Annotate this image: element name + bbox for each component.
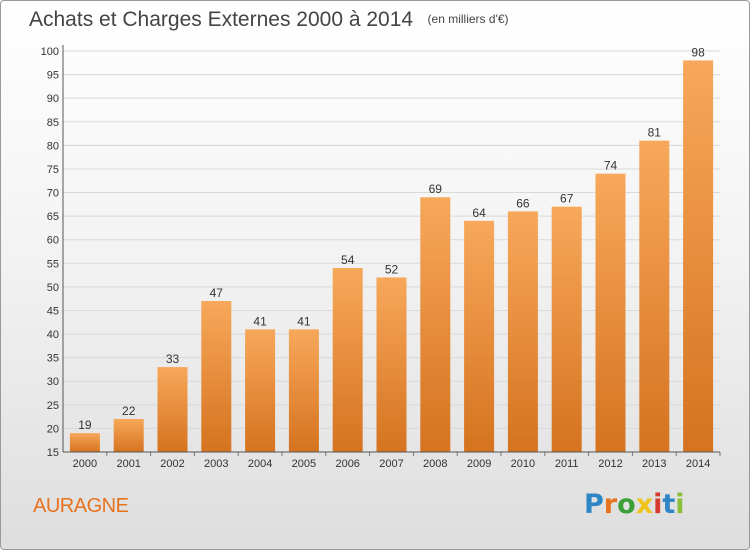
bar-2001[interactable] — [113, 418, 144, 452]
y-tick-label: 25 — [47, 400, 59, 412]
data-label: 33 — [166, 352, 180, 366]
bar-2012[interactable] — [595, 173, 626, 453]
chart-title: Achats et Charges Externes 2000 à 2014 — [29, 8, 414, 31]
y-tick-label: 80 — [47, 140, 59, 152]
bar-2005[interactable] — [288, 329, 319, 452]
y-tick-label: 45 — [47, 305, 59, 317]
logo-letter: i — [653, 489, 663, 520]
data-label: 66 — [516, 196, 530, 210]
data-label: 64 — [472, 206, 486, 220]
logo-letter: r — [603, 489, 618, 520]
data-label: 41 — [297, 314, 311, 328]
x-tick-label: 2013 — [642, 458, 666, 470]
data-label: 67 — [560, 192, 574, 206]
bar-2002[interactable] — [157, 367, 188, 452]
data-label: 74 — [604, 159, 618, 173]
bars: 19 22 33 47 41 41 54 52 69 64 66 67 74 81 98 — [69, 45, 714, 453]
x-tick-label: 2009 — [467, 458, 491, 470]
x-tick-label: 2011 — [555, 458, 579, 470]
y-tick-label: 40 — [47, 329, 59, 341]
logo-letter: P — [584, 489, 604, 520]
chart-subtitle: (en milliers d'€) — [427, 12, 509, 26]
y-tick-label: 30 — [47, 376, 59, 388]
axes: 15 20 25 30 35 40 45 50 55 60 65 70 75 80 85 90 95 100 200… — [41, 45, 721, 470]
bar-2007[interactable] — [376, 277, 407, 452]
logo-letter: x — [635, 489, 654, 520]
x-tick-label: 2007 — [379, 458, 403, 470]
y-tick-label: 95 — [47, 70, 59, 82]
x-tick-label: 2000 — [73, 458, 97, 470]
x-tick-label: 2008 — [423, 458, 447, 470]
x-tick-label: 2002 — [160, 458, 184, 470]
x-tick-label: 2003 — [204, 458, 228, 470]
data-label: 98 — [691, 45, 705, 59]
bar-2010[interactable] — [507, 211, 538, 452]
y-tick-label: 70 — [47, 188, 59, 200]
y-tick-label: 85 — [47, 117, 59, 129]
y-tick-label: 65 — [47, 211, 59, 223]
data-label: 47 — [210, 286, 224, 300]
y-tick-label: 60 — [47, 235, 59, 247]
bar-2008[interactable] — [420, 197, 451, 452]
x-tick-label: 2001 — [116, 458, 140, 470]
x-tick-label: 2004 — [248, 458, 272, 470]
x-tick-label: 2010 — [511, 458, 535, 470]
title-row: Achats et Charges Externes 2000 à 2014 (… — [29, 8, 509, 32]
bar-2013[interactable] — [639, 140, 670, 452]
y-tick-label: 55 — [47, 258, 59, 270]
data-label: 81 — [648, 126, 662, 140]
x-tick-label: 2014 — [686, 458, 710, 470]
data-label: 22 — [122, 404, 136, 418]
commune-name: AURAGNE — [33, 495, 129, 517]
y-tick-label: 20 — [47, 423, 59, 435]
bar-2004[interactable] — [245, 329, 276, 452]
bar-2014[interactable] — [683, 60, 714, 452]
y-tick-label: 15 — [47, 447, 59, 459]
y-tick-label: 50 — [47, 282, 59, 294]
bar-2003[interactable] — [201, 301, 232, 452]
y-tick-label: 100 — [41, 46, 59, 58]
bar-2000[interactable] — [69, 433, 100, 452]
y-tick-label: 75 — [47, 164, 59, 176]
logo-letter: i — [675, 489, 685, 520]
y-tick-label: 35 — [47, 353, 59, 365]
data-label: 54 — [341, 253, 355, 267]
x-tick-label: 2012 — [598, 458, 622, 470]
proxiti-logo[interactable]: Proxiti — [584, 489, 685, 520]
data-label: 52 — [385, 262, 399, 276]
logo-letter: t — [662, 489, 676, 520]
logo-letter: o — [617, 489, 636, 520]
bar-2009[interactable] — [464, 220, 495, 452]
bar-2011[interactable] — [551, 206, 582, 452]
x-tick-label: 2006 — [335, 458, 359, 470]
data-label: 19 — [78, 418, 92, 432]
data-label: 41 — [253, 314, 267, 328]
x-tick-label: 2005 — [292, 458, 316, 470]
data-label: 69 — [429, 182, 443, 196]
y-tick-label: 90 — [47, 93, 59, 105]
bar-2006[interactable] — [332, 268, 363, 452]
